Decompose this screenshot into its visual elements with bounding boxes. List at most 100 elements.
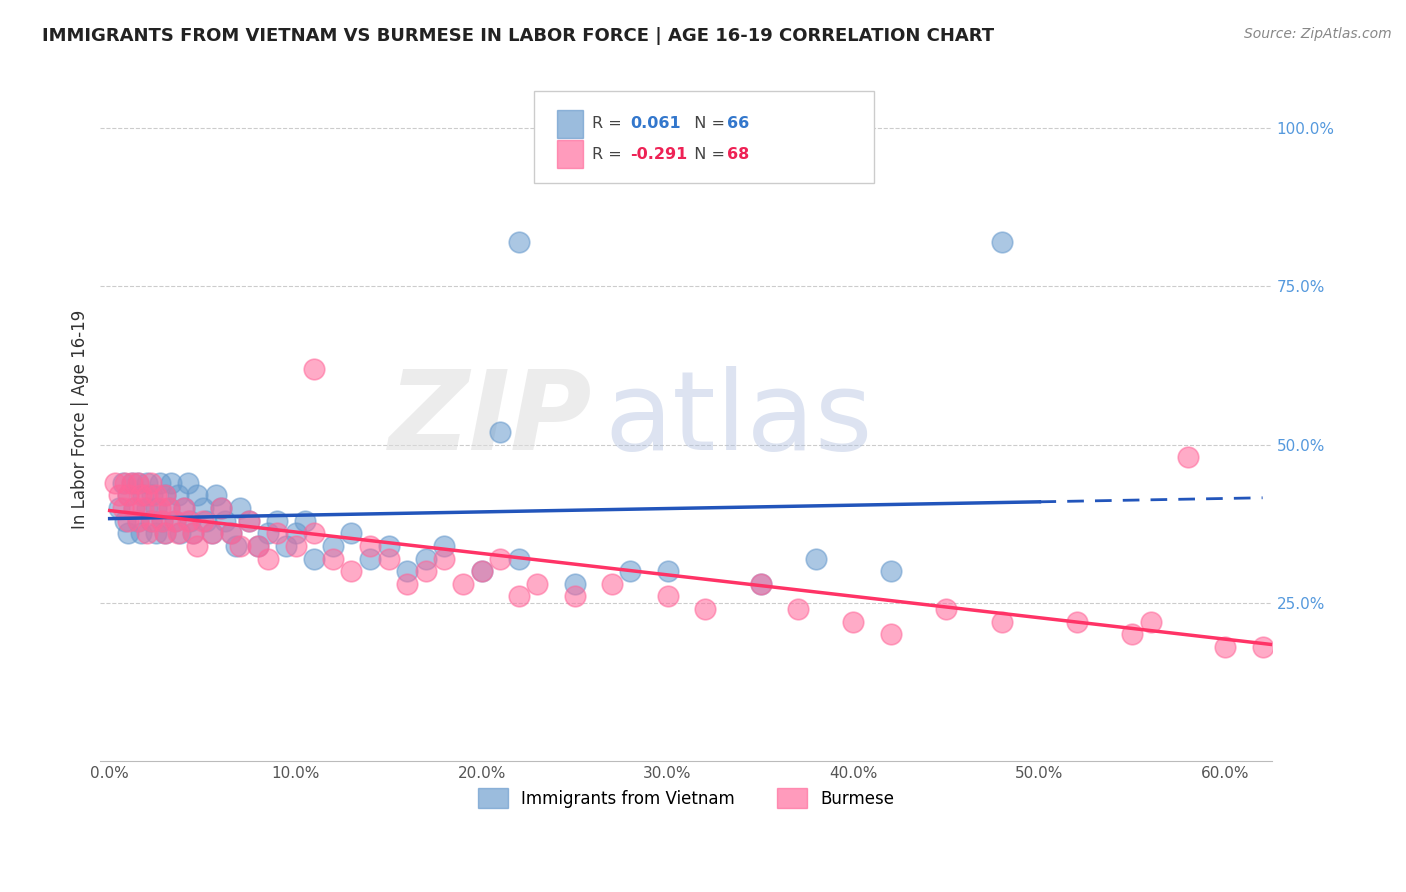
Point bbox=[1177, 450, 1199, 465]
FancyBboxPatch shape bbox=[534, 91, 873, 184]
Point bbox=[177, 514, 200, 528]
Point bbox=[117, 488, 139, 502]
Point bbox=[204, 488, 226, 502]
Point bbox=[114, 514, 136, 528]
Point bbox=[167, 488, 190, 502]
Point bbox=[302, 526, 325, 541]
Point bbox=[169, 526, 191, 541]
Point bbox=[508, 590, 530, 604]
Point bbox=[173, 500, 195, 515]
Point bbox=[229, 500, 252, 515]
Point bbox=[186, 539, 208, 553]
Point bbox=[209, 500, 232, 515]
Point bbox=[322, 551, 344, 566]
Point bbox=[806, 551, 828, 566]
FancyBboxPatch shape bbox=[557, 140, 583, 168]
Point bbox=[693, 602, 716, 616]
Text: IMMIGRANTS FROM VIETNAM VS BURMESE IN LABOR FORCE | AGE 16-19 CORRELATION CHART: IMMIGRANTS FROM VIETNAM VS BURMESE IN LA… bbox=[42, 27, 994, 45]
Point bbox=[214, 514, 236, 528]
Text: 66: 66 bbox=[727, 117, 749, 131]
Point bbox=[1215, 640, 1237, 654]
Point bbox=[121, 475, 143, 490]
Point bbox=[145, 500, 167, 515]
Point bbox=[247, 539, 270, 553]
Point bbox=[256, 526, 278, 541]
Point bbox=[155, 526, 177, 541]
Point bbox=[127, 475, 149, 490]
Point bbox=[177, 475, 200, 490]
Point bbox=[322, 539, 344, 553]
Point bbox=[294, 514, 316, 528]
Point bbox=[340, 526, 363, 541]
Point bbox=[139, 514, 162, 528]
Point bbox=[377, 551, 399, 566]
Point bbox=[526, 577, 548, 591]
Point bbox=[359, 551, 381, 566]
Point bbox=[145, 526, 167, 541]
Point bbox=[489, 551, 512, 566]
Point bbox=[173, 500, 195, 515]
Text: ZIP: ZIP bbox=[389, 366, 592, 473]
Point bbox=[359, 539, 381, 553]
Point bbox=[842, 615, 865, 629]
Point bbox=[284, 539, 307, 553]
Point bbox=[111, 500, 134, 515]
Point bbox=[879, 564, 901, 578]
Point bbox=[247, 539, 270, 553]
Point bbox=[179, 514, 201, 528]
Point bbox=[191, 500, 214, 515]
Point bbox=[564, 577, 586, 591]
Point bbox=[302, 551, 325, 566]
Point bbox=[1066, 615, 1088, 629]
Point bbox=[111, 475, 134, 490]
Point bbox=[145, 488, 167, 502]
Text: N =: N = bbox=[683, 146, 730, 161]
Point bbox=[163, 514, 186, 528]
Point bbox=[396, 564, 419, 578]
Point bbox=[749, 577, 772, 591]
Text: R =: R = bbox=[592, 146, 627, 161]
Point bbox=[150, 514, 173, 528]
Text: R =: R = bbox=[592, 117, 627, 131]
Point bbox=[160, 475, 183, 490]
Point bbox=[117, 514, 139, 528]
Point bbox=[108, 500, 131, 515]
Point bbox=[219, 526, 242, 541]
Point bbox=[122, 500, 145, 515]
Point bbox=[139, 475, 162, 490]
Point bbox=[991, 235, 1014, 249]
Point bbox=[201, 526, 224, 541]
Point bbox=[127, 514, 149, 528]
Point bbox=[749, 577, 772, 591]
Point bbox=[155, 488, 177, 502]
Point bbox=[150, 514, 173, 528]
Point bbox=[104, 475, 127, 490]
Point bbox=[132, 500, 155, 515]
Point bbox=[201, 526, 224, 541]
Point bbox=[238, 514, 260, 528]
Point bbox=[657, 564, 679, 578]
Point bbox=[619, 564, 641, 578]
Text: Source: ZipAtlas.com: Source: ZipAtlas.com bbox=[1244, 27, 1392, 41]
Point bbox=[183, 526, 205, 541]
Point bbox=[121, 475, 143, 490]
Point bbox=[302, 361, 325, 376]
Point bbox=[284, 526, 307, 541]
Point bbox=[114, 475, 136, 490]
Point bbox=[433, 551, 456, 566]
Point bbox=[108, 488, 131, 502]
Point bbox=[564, 590, 586, 604]
Point bbox=[377, 539, 399, 553]
Point bbox=[129, 488, 152, 502]
Point bbox=[266, 526, 288, 541]
Legend: Immigrants from Vietnam, Burmese: Immigrants from Vietnam, Burmese bbox=[471, 781, 901, 814]
Point bbox=[129, 526, 152, 541]
Point bbox=[135, 500, 157, 515]
Point bbox=[132, 488, 155, 502]
Point bbox=[209, 500, 232, 515]
Point bbox=[149, 475, 172, 490]
Point bbox=[1121, 627, 1143, 641]
Point bbox=[117, 526, 139, 541]
Point bbox=[191, 514, 214, 528]
Point bbox=[786, 602, 808, 616]
